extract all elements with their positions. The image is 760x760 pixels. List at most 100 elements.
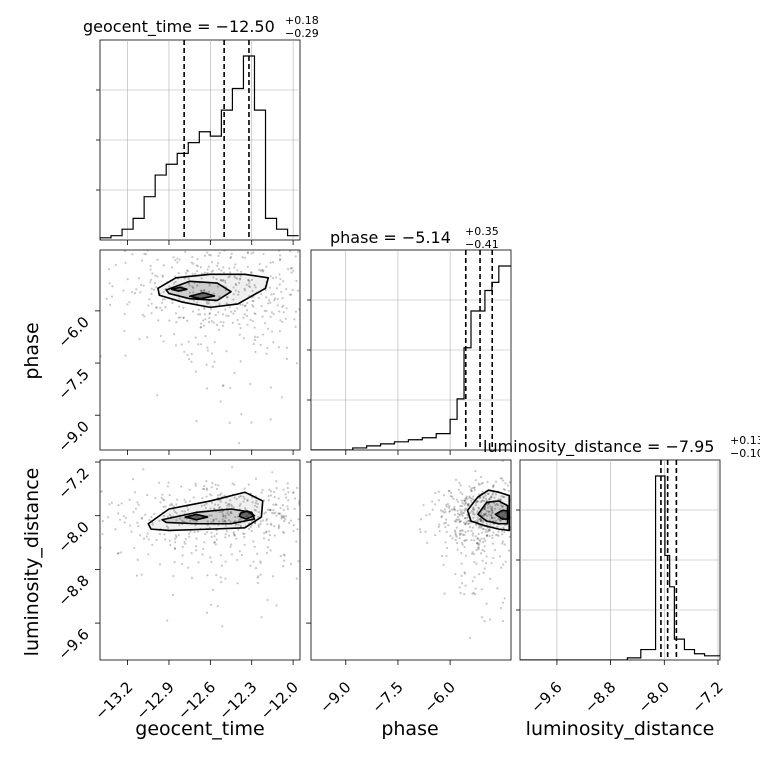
x-axis-label-geocent-time: geocent_time (135, 718, 264, 740)
scatter-point (458, 520, 461, 523)
scatter-point (478, 538, 481, 541)
scatter-point (200, 290, 203, 293)
scatter-point (292, 523, 295, 527)
scatter-point (479, 496, 482, 499)
scatter-point (150, 292, 153, 295)
scatter-point (460, 562, 463, 565)
contour-inner (184, 513, 209, 521)
scatter-point (468, 504, 471, 507)
scatter-point (510, 516, 511, 518)
scatter-point (181, 519, 184, 522)
scatter-point (252, 540, 255, 543)
scatter-point (282, 508, 285, 512)
scatter-point (503, 543, 506, 546)
scatter-point (473, 508, 476, 511)
scatter-point (206, 251, 209, 254)
scatter-point (477, 543, 480, 547)
scatter-point (261, 268, 264, 271)
scatter-point (501, 479, 505, 482)
scatter-point (456, 512, 460, 515)
scatter-point (259, 269, 262, 272)
scatter-point (464, 554, 468, 557)
scatter-point (210, 501, 213, 504)
scatter-point (498, 508, 501, 511)
scatter-point (502, 526, 505, 529)
scatter-point (499, 498, 502, 501)
scatter-point (278, 250, 281, 252)
scatter-point (124, 516, 128, 519)
scatter-point (206, 520, 209, 523)
scatter-point (471, 551, 474, 554)
scatter-point (472, 508, 475, 511)
scatter-point (178, 523, 181, 527)
scatter-point (456, 509, 459, 512)
scatter-point (269, 386, 273, 389)
scatter-point (481, 481, 484, 484)
scatter-point (208, 253, 211, 256)
scatter-point (219, 493, 222, 497)
scatter-point (222, 384, 225, 387)
scatter-point (166, 619, 169, 622)
scatter-point (188, 519, 192, 522)
scatter-point (114, 263, 117, 267)
scatter-point (489, 618, 492, 621)
scatter-point (254, 522, 257, 525)
scatter-point (272, 312, 275, 316)
scatter-point (491, 534, 494, 537)
scatter-point (210, 494, 213, 497)
scatter-point (483, 513, 487, 516)
scatter-point (216, 264, 219, 267)
scatter-point (153, 282, 157, 285)
scatter-point (476, 516, 479, 519)
scatter-point (459, 511, 462, 514)
scatter-point (496, 503, 500, 507)
scatter-point (484, 530, 487, 534)
scatter-point (442, 563, 445, 566)
scatter-point (265, 309, 268, 312)
scatter-point (296, 528, 299, 531)
scatter-point (257, 525, 260, 528)
scatter-point (484, 539, 487, 542)
scatter-point (279, 319, 282, 322)
scatter-point (466, 498, 469, 501)
scatter-point (492, 531, 495, 534)
scatter-point (455, 518, 458, 521)
scatter-point (168, 504, 172, 507)
scatter-point (214, 483, 217, 486)
scatter-point (201, 553, 204, 556)
panel-frame (99, 459, 301, 661)
scatter-point (269, 261, 272, 264)
scatter-point (265, 296, 268, 299)
scatter-point (220, 564, 224, 567)
scatter-point (255, 505, 259, 509)
scatter-point (485, 522, 488, 525)
scatter-point (215, 538, 218, 541)
scatter-point (474, 501, 478, 504)
scatter-point (476, 542, 479, 545)
scatter-point (146, 250, 149, 252)
scatter-point (243, 287, 246, 290)
scatter-point (190, 360, 193, 363)
scatter-point (472, 495, 475, 498)
scatter-point (246, 252, 250, 255)
scatter-point (259, 522, 262, 526)
scatter-point (460, 532, 463, 535)
scatter-point (254, 502, 257, 505)
scatter-point (285, 357, 289, 360)
scatter-point (483, 512, 487, 516)
scatter-point (479, 513, 482, 516)
scatter-point (207, 302, 210, 305)
scatter-point (262, 269, 265, 272)
scatter-point (166, 526, 170, 529)
scatter-point (110, 501, 113, 504)
scatter-point (463, 499, 466, 502)
scatter-point (491, 508, 494, 512)
scatter-point (469, 497, 472, 500)
scatter-point (111, 285, 114, 288)
scatter-point (196, 265, 199, 268)
title-geocent-time-main: geocent_time = −12.50 (83, 17, 275, 37)
panel-content (100, 466, 300, 628)
scatter-point (279, 555, 282, 558)
scatter-point (462, 533, 465, 537)
scatter-point (267, 302, 270, 305)
